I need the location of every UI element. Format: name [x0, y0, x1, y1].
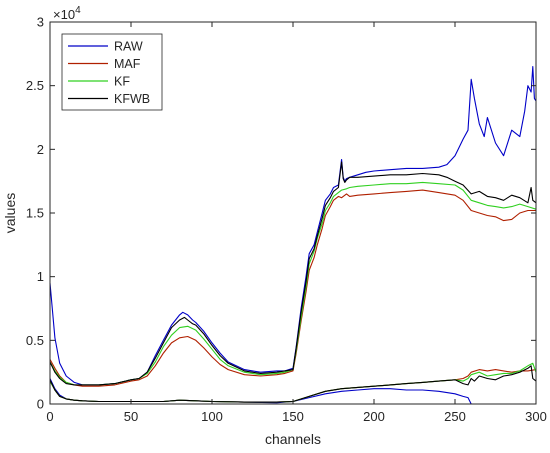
- y-multiplier-label: ×104: [53, 5, 81, 22]
- series-line-maf-1: [49, 189, 536, 387]
- y-axis-label: values: [2, 193, 18, 233]
- y-tick-label: 1: [37, 269, 44, 284]
- x-tick-label: 150: [282, 409, 304, 424]
- x-tick-label: 50: [124, 409, 138, 424]
- legend: RAW MAF KF KFWB: [61, 33, 163, 111]
- x-tick-label: 300: [525, 409, 547, 424]
- x-tick-label: 250: [444, 409, 466, 424]
- y-multiplier-exponent: 4: [75, 5, 81, 16]
- series-line-kf-2: [49, 181, 537, 386]
- series-line-kfwb-3: [49, 161, 537, 386]
- legend-label-maf: MAF: [114, 57, 141, 71]
- y-tick-label: 0.5: [26, 333, 44, 348]
- x-tick-label: 0: [46, 409, 53, 424]
- legend-label-raw: RAW: [114, 40, 143, 54]
- series-line-maf-5: [49, 369, 537, 403]
- y-tick-label: 1.5: [26, 206, 44, 221]
- legend-label-kf: KF: [114, 75, 130, 89]
- y-tick-label: 0: [37, 397, 44, 412]
- series-line-raw-0: [49, 66, 537, 386]
- ticks-layer: 0 50 100 150 200 250 300 0 0.5 1 1.5 2 2.5 3: [26, 15, 547, 425]
- y-tick-label: 2: [37, 142, 44, 157]
- y-multiplier-base: ×10: [53, 7, 75, 22]
- x-axis-label: channels: [265, 431, 321, 447]
- legend-box: [61, 33, 163, 111]
- legend-label-kfwb: KFWB: [114, 92, 150, 106]
- y-tick-label: 3: [37, 15, 44, 30]
- series-layer: [49, 66, 537, 405]
- x-tick-label: 200: [363, 409, 385, 424]
- x-tick-label: 100: [201, 409, 223, 424]
- y-tick-label: 2.5: [26, 78, 44, 93]
- series-line-kfwb-7: [49, 365, 537, 403]
